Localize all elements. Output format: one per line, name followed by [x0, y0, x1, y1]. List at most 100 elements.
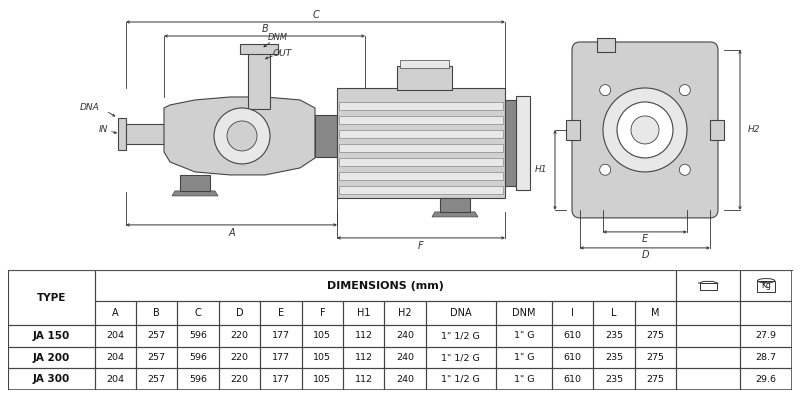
Text: H1: H1	[534, 165, 547, 175]
Text: 596: 596	[189, 353, 207, 362]
Text: H2: H2	[748, 125, 761, 134]
Bar	[315, 115, 337, 157]
Bar	[219, 347, 260, 368]
Bar	[94, 347, 136, 368]
Bar	[219, 325, 260, 347]
Text: 105: 105	[314, 353, 331, 362]
Circle shape	[603, 88, 687, 172]
Text: 177: 177	[272, 375, 290, 384]
Polygon shape	[164, 97, 315, 175]
Text: 112: 112	[354, 375, 373, 384]
Text: 112: 112	[354, 331, 373, 340]
Bar	[260, 301, 302, 325]
Bar	[552, 368, 594, 390]
Bar	[594, 368, 635, 390]
Text: Kg: Kg	[761, 281, 771, 290]
Text: 1" G: 1" G	[514, 353, 534, 362]
Text: JA 150: JA 150	[33, 331, 70, 341]
Bar	[495, 347, 552, 368]
Bar	[8, 325, 94, 347]
Bar	[516, 96, 530, 190]
Text: TYPE: TYPE	[37, 292, 66, 303]
Text: 275: 275	[646, 353, 665, 362]
Text: 240: 240	[396, 353, 414, 362]
Bar	[740, 270, 792, 301]
Text: 29.6: 29.6	[756, 375, 777, 384]
Text: 596: 596	[189, 375, 207, 384]
Text: 240: 240	[396, 375, 414, 384]
Bar	[248, 52, 270, 109]
Text: 235: 235	[605, 331, 623, 340]
Text: 610: 610	[564, 331, 582, 340]
Bar	[676, 347, 740, 368]
Bar	[597, 38, 615, 52]
Bar	[385, 301, 426, 325]
Text: DNM: DNM	[268, 33, 288, 43]
Text: 204: 204	[106, 375, 124, 384]
Bar	[94, 301, 136, 325]
Circle shape	[214, 108, 270, 164]
Text: 275: 275	[646, 331, 665, 340]
Bar	[635, 368, 676, 390]
Bar	[118, 118, 126, 150]
Text: 610: 610	[564, 353, 582, 362]
Bar	[302, 347, 343, 368]
Text: 235: 235	[605, 375, 623, 384]
Text: M: M	[651, 308, 660, 318]
Bar	[8, 347, 94, 368]
Bar	[426, 347, 495, 368]
Circle shape	[227, 121, 257, 151]
Bar	[700, 283, 717, 290]
Bar	[302, 368, 343, 390]
Text: 105: 105	[314, 375, 331, 384]
Text: JA 200: JA 200	[33, 353, 70, 362]
Bar	[740, 347, 792, 368]
Bar	[339, 158, 503, 166]
Circle shape	[600, 85, 610, 96]
Bar	[495, 368, 552, 390]
Bar	[676, 301, 740, 325]
Text: B: B	[154, 308, 160, 318]
Bar	[440, 198, 470, 212]
Bar	[94, 270, 676, 301]
Bar	[758, 281, 774, 292]
Text: 177: 177	[272, 353, 290, 362]
Bar	[552, 325, 594, 347]
Text: F: F	[319, 308, 325, 318]
Text: 257: 257	[148, 353, 166, 362]
Bar	[339, 130, 503, 138]
Text: D: D	[236, 308, 243, 318]
Text: 177: 177	[272, 331, 290, 340]
Bar	[495, 301, 552, 325]
Text: 235: 235	[605, 353, 623, 362]
Bar	[635, 325, 676, 347]
Bar	[126, 124, 164, 144]
Text: 204: 204	[106, 331, 124, 340]
Bar	[552, 301, 594, 325]
Bar	[676, 270, 740, 301]
Text: DNA: DNA	[80, 104, 100, 112]
Bar	[136, 325, 178, 347]
Bar	[339, 186, 503, 194]
Circle shape	[617, 102, 673, 158]
Bar	[8, 368, 94, 390]
Text: H1: H1	[357, 308, 370, 318]
Bar	[740, 368, 792, 390]
Text: 1" 1/2 G: 1" 1/2 G	[442, 353, 480, 362]
Bar	[178, 347, 219, 368]
Text: 257: 257	[148, 331, 166, 340]
Text: 28.7: 28.7	[756, 353, 777, 362]
Bar	[426, 325, 495, 347]
Text: IN: IN	[98, 125, 108, 134]
Bar	[676, 368, 740, 390]
Bar	[136, 301, 178, 325]
Text: 1" G: 1" G	[514, 331, 534, 340]
Bar	[594, 347, 635, 368]
Bar	[343, 325, 385, 347]
Text: A: A	[229, 228, 235, 238]
Bar	[94, 325, 136, 347]
Text: 610: 610	[564, 375, 582, 384]
Bar	[397, 66, 452, 90]
Bar	[635, 301, 676, 325]
Bar	[385, 347, 426, 368]
